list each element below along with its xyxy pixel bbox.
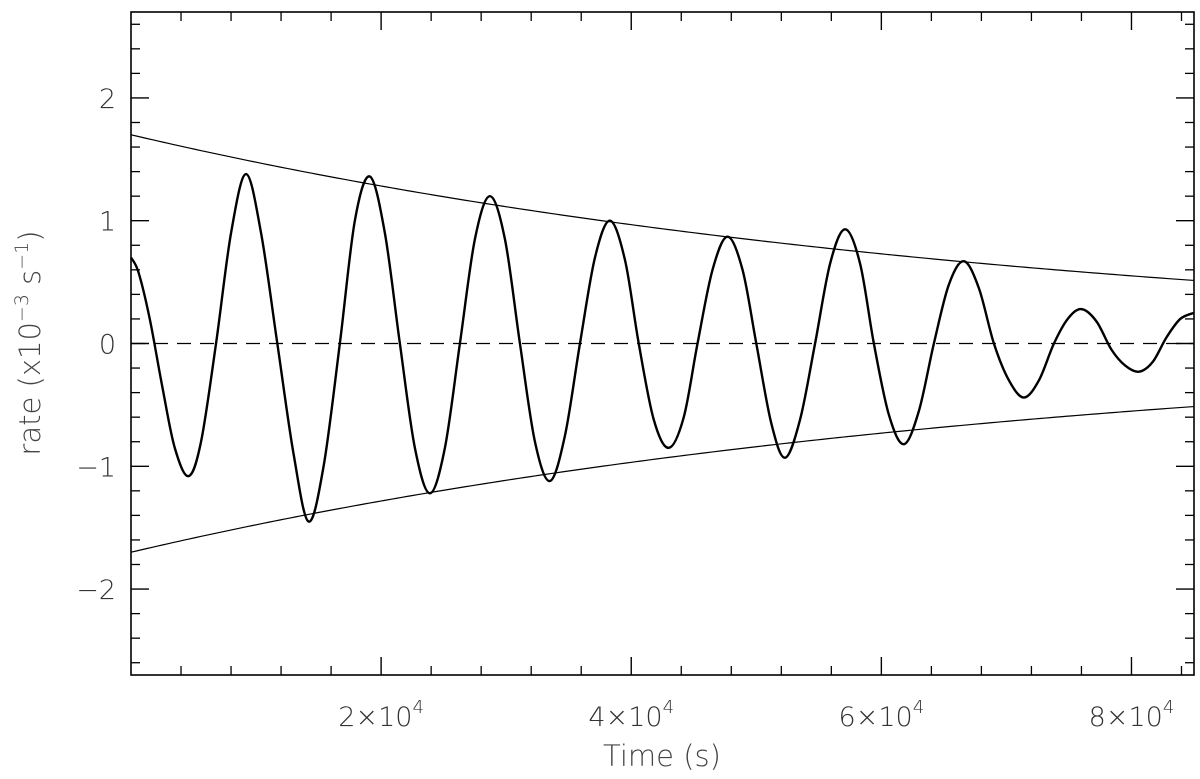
y-tick-label: 1 — [99, 207, 116, 238]
x-tick-exponent: 4 — [913, 697, 924, 718]
x-tick-mantissa: 4×10 — [588, 702, 662, 733]
y-tick-label: 0 — [99, 330, 116, 361]
x-axis-title: Time (s) — [603, 739, 721, 773]
y-tick-label: −2 — [76, 575, 116, 606]
y-tick-label: 2 — [99, 84, 116, 115]
plot-lines — [129, 134, 1195, 553]
minor-ticks — [131, 12, 1194, 675]
x-tick-label: 6×104 — [839, 697, 925, 733]
y-axis-title-exp2: −1 — [11, 242, 33, 270]
x-tick-labels: 2×104 4×104 6×104 8×104 — [338, 697, 1174, 733]
y-tick-labels: −2 −1 0 1 2 — [76, 84, 116, 606]
y-tick-label: −1 — [76, 452, 116, 483]
x-tick-mantissa: 2×10 — [338, 702, 412, 733]
x-tick-exponent: 4 — [412, 697, 423, 718]
x-tick-mantissa: 8×10 — [1089, 702, 1163, 733]
x-tick-mantissa: 6×10 — [839, 702, 913, 733]
y-axis-title-base: rate (x10 — [13, 322, 47, 456]
x-tick-label: 4×104 — [588, 697, 674, 733]
x-tick-exponent: 4 — [663, 697, 674, 718]
lower-envelope-curve — [130, 405, 1195, 553]
y-axis-title-close: ) — [13, 230, 47, 241]
y-axis-title-exp1: −3 — [11, 294, 33, 322]
x-tick-label: 8×104 — [1089, 697, 1175, 733]
x-tick-label: 2×104 — [338, 697, 424, 733]
signal-curve — [129, 172, 1195, 523]
y-axis-title-unit: s — [13, 270, 47, 294]
x-tick-exponent: 4 — [1163, 697, 1174, 718]
plot-frame — [130, 11, 1195, 676]
upper-envelope-curve — [130, 134, 1195, 282]
y-axis-title: rate (x10−3 s−1) — [11, 230, 47, 455]
